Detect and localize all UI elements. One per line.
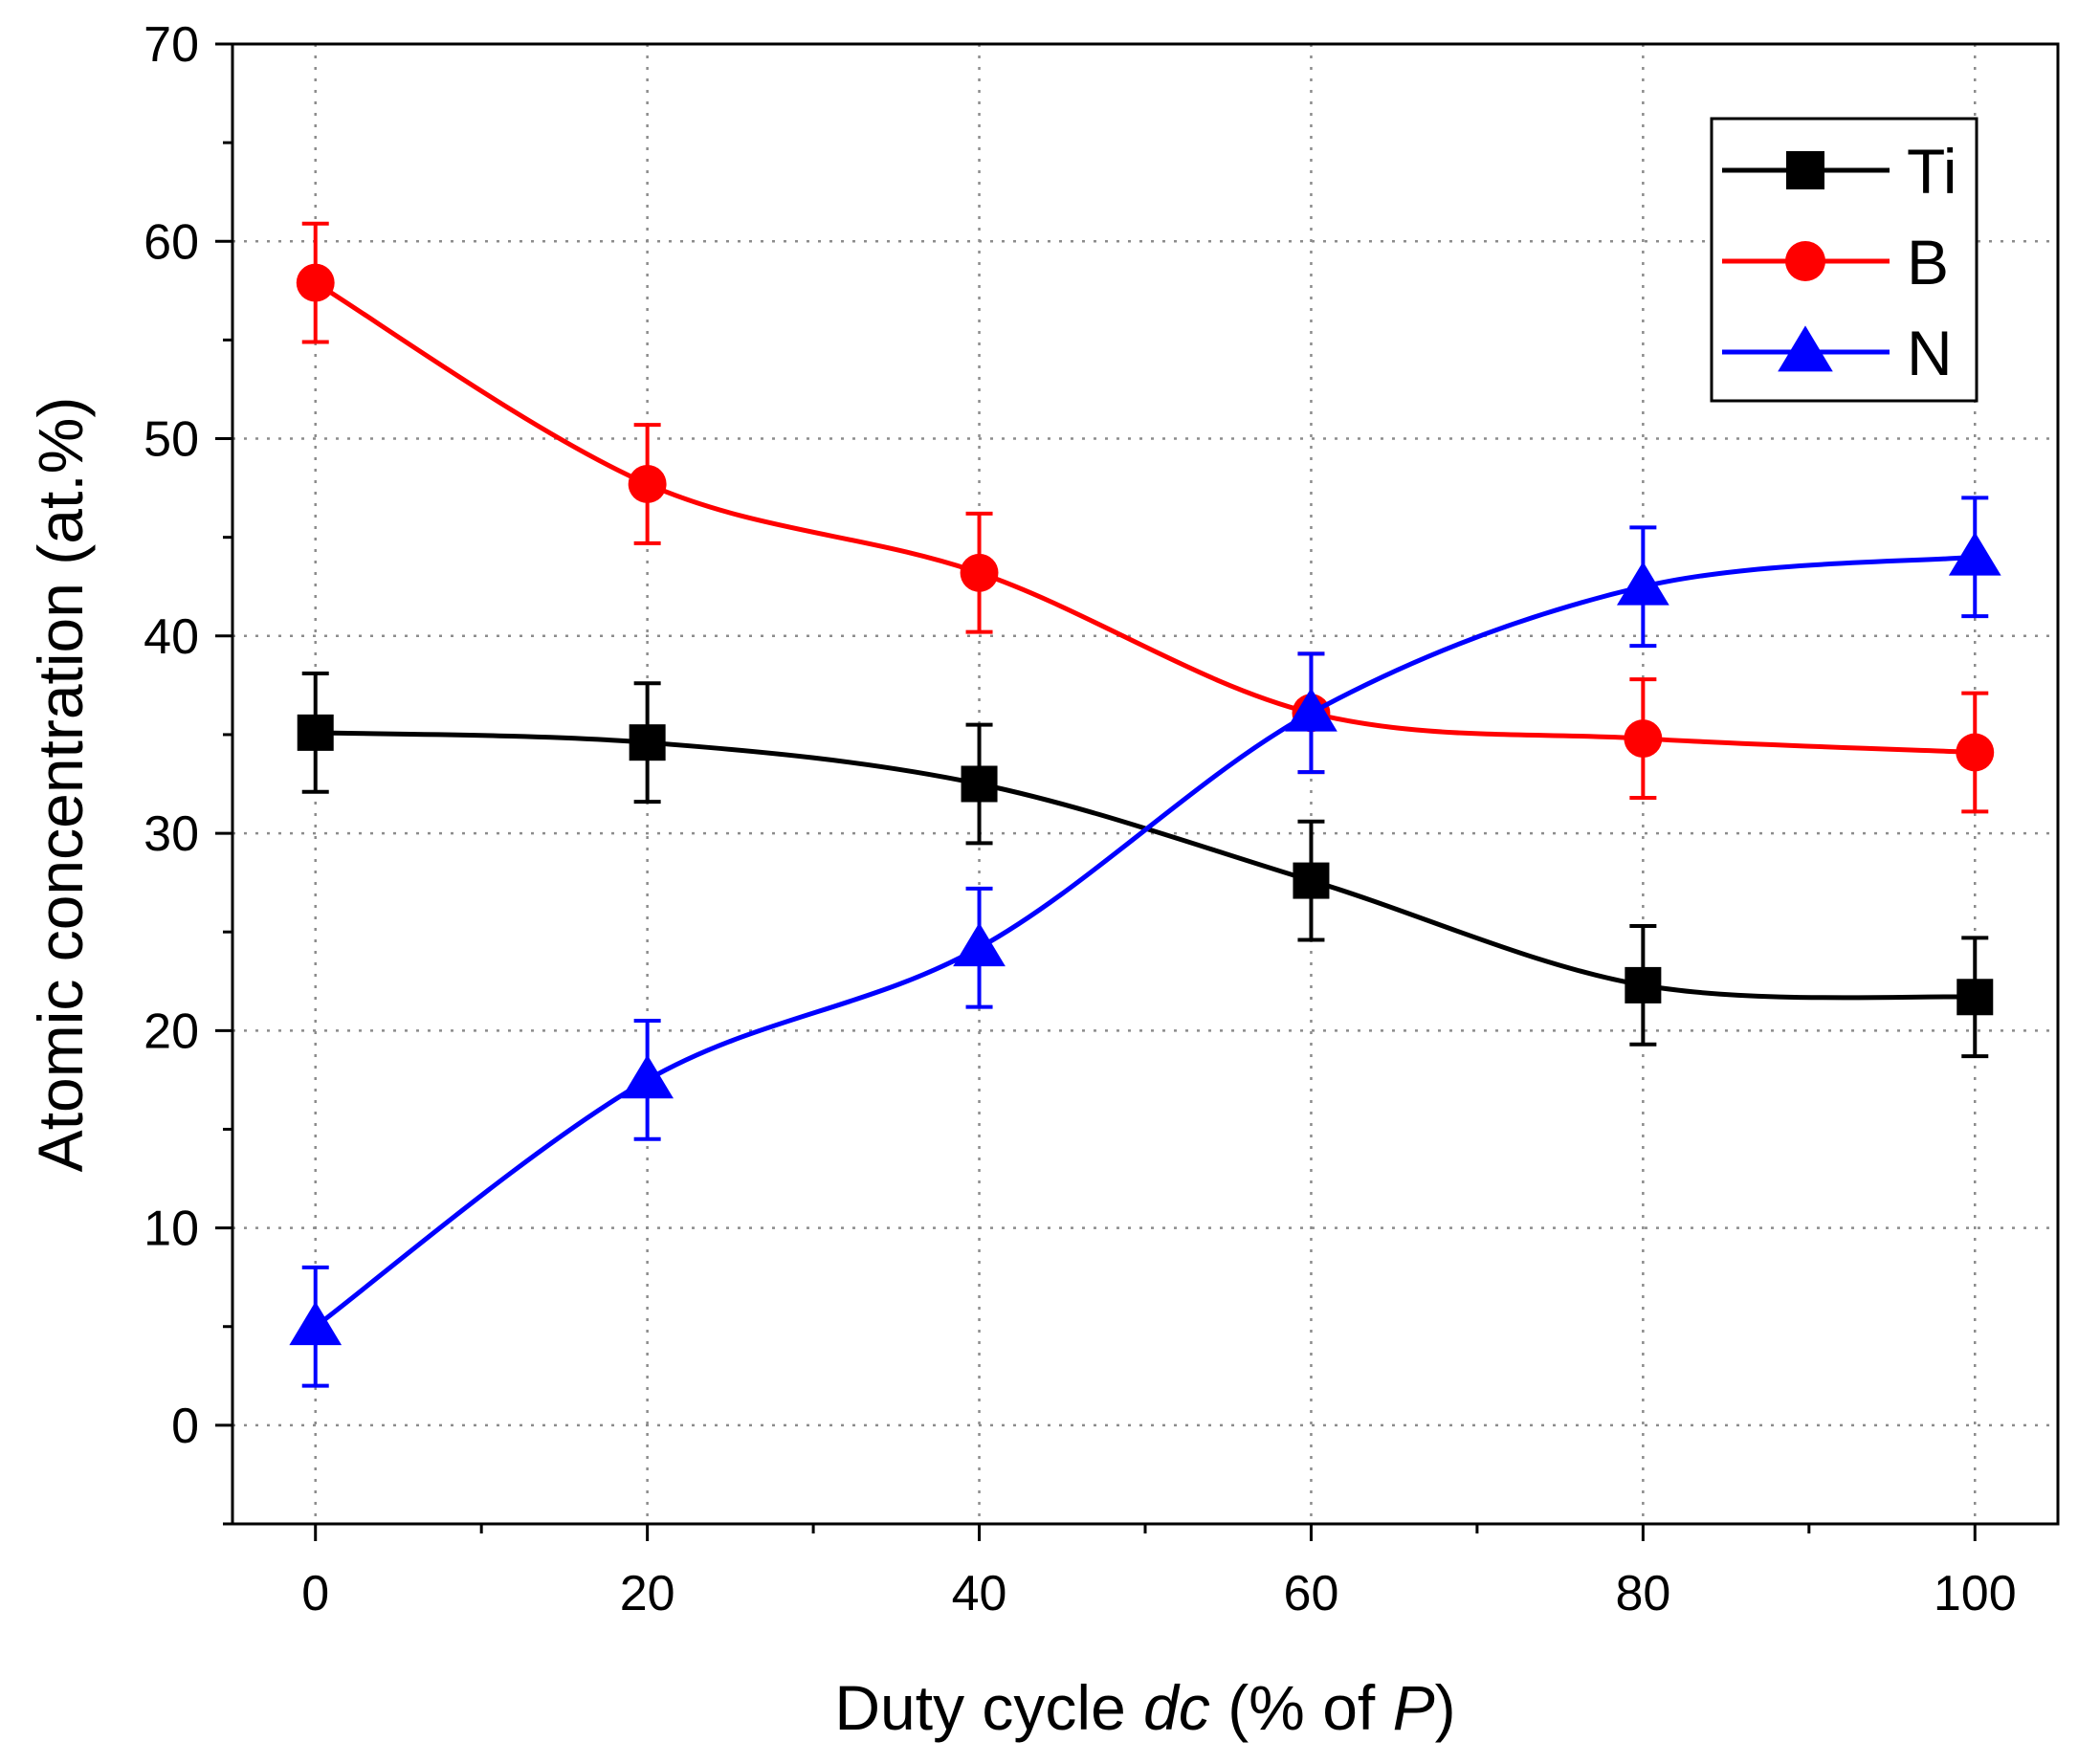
y-tick-label: 10 [144,1202,199,1257]
data-point-b [296,263,335,302]
data-point-n [1948,532,2001,576]
y-tick-label: 70 [144,17,199,73]
data-point-ti [961,765,998,803]
y-tick-label: 50 [144,412,199,468]
legend-entry-n: N [1722,318,1953,388]
legend-label: B [1907,227,1949,298]
legend-entry-ti: Ti [1722,136,1957,207]
legend: Ti BN [1710,117,1979,403]
data-point-ti [629,724,666,761]
x-tick-label: 40 [952,1566,1007,1621]
y-tick-label: 20 [144,1003,199,1059]
x-tick-label: 80 [1615,1566,1670,1621]
data-point-n [289,1301,343,1346]
series-line-n [314,554,1976,1329]
data-point-b [628,465,667,503]
y-tick-label: 30 [144,806,199,862]
x-axis-title-part: P [1393,1672,1435,1743]
legend-items: Ti BN [1722,136,1957,388]
x-tick-label: 100 [1934,1566,2017,1621]
y-tick-label: 60 [144,214,199,270]
data-point-n [1617,562,1669,606]
x-tick-label: 20 [620,1566,675,1621]
data-point-n [1285,688,1337,732]
data-point-n [621,1054,674,1099]
legend-marker-n [1778,325,1833,372]
data-point-ti [1956,979,1994,1016]
data-point-b [960,553,999,592]
tick-layer: 0 20 40 60 80 100 0 10 20 30 40 50 60 70 [144,17,2016,1621]
series-line-ti [315,730,1976,1001]
y-tick-label: 0 [171,1399,199,1454]
y-tick-label: 40 [144,609,199,665]
data-point-ti [1625,966,1662,1003]
x-axis-title-part: Duty cycle [834,1672,1143,1743]
data-point-ti [297,714,334,751]
legend-entry-b: B [1722,227,1949,298]
series-n [289,496,2001,1388]
data-point-ti [1293,862,1330,899]
x-tick-label: 0 [301,1566,329,1621]
legend-label: N [1907,318,1953,388]
legend-label: Ti [1907,136,1957,207]
legend-marker-b [1785,241,1825,281]
x-axis-title: Duty cycle dc (% of P) [834,1672,1455,1743]
data-point-n [953,922,1006,967]
x-axis-title-part: dc [1143,1672,1210,1743]
x-tick-label: 60 [1284,1566,1339,1621]
series-ti [297,671,1994,1059]
series-line-b [314,280,1976,755]
x-axis-title-part: (% of [1210,1672,1393,1743]
x-axis-title-part: ) [1435,1672,1456,1743]
y-axis-title: Atomic concentration (at.%) [25,397,96,1173]
data-point-b [1956,733,1995,772]
legend-marker-ti [1786,151,1824,189]
data-point-b [1624,719,1663,759]
series-layer [289,221,2001,1388]
